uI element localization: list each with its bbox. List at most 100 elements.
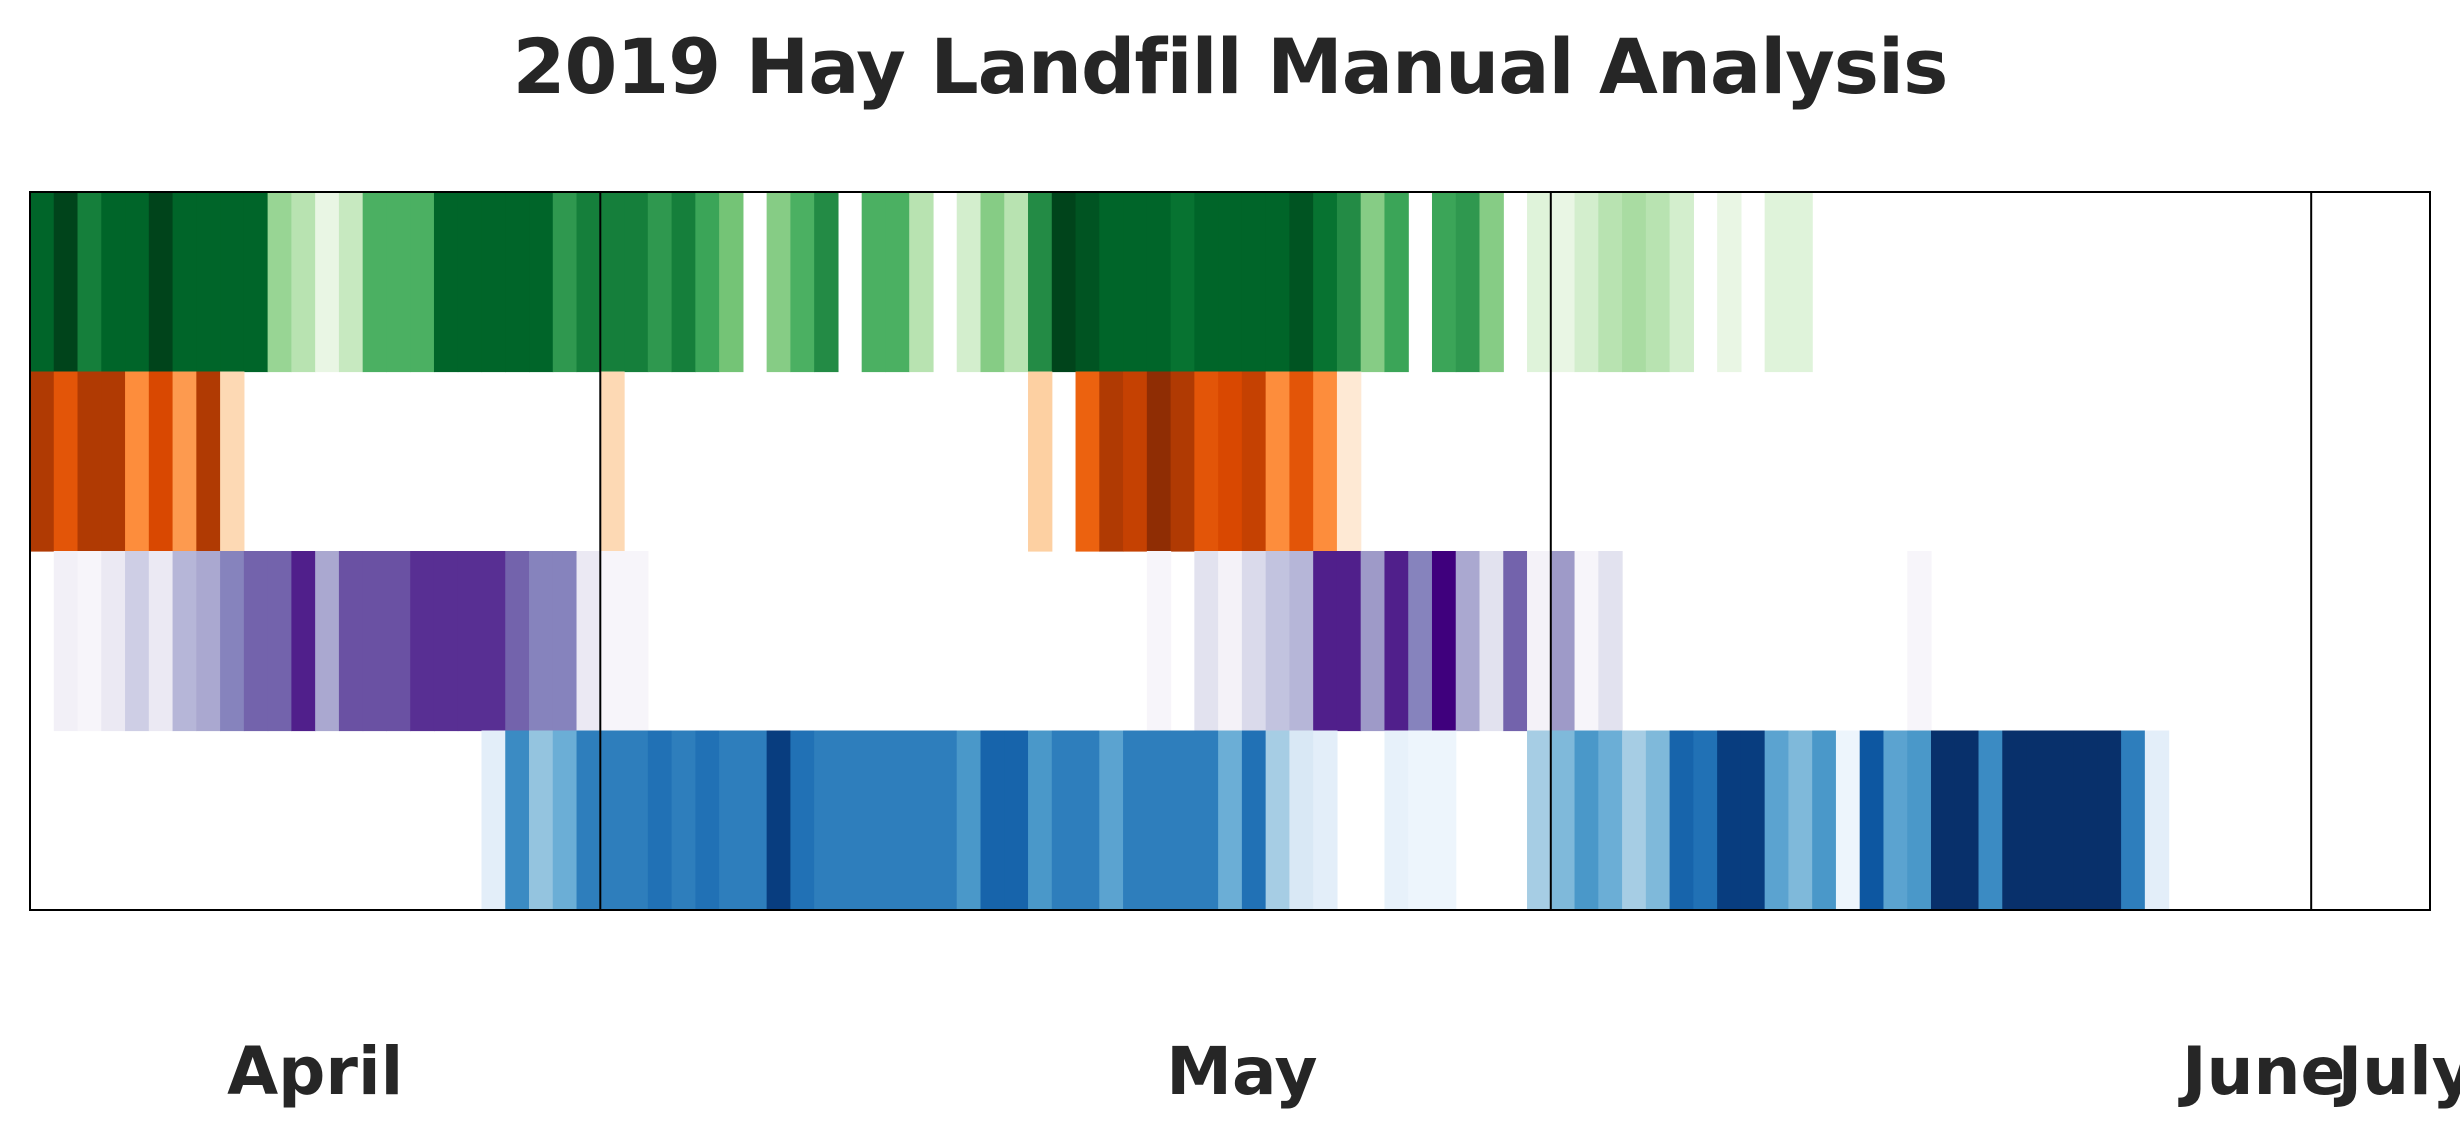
plot-frame bbox=[29, 191, 2431, 911]
month-boundaries bbox=[599, 192, 2313, 910]
heatmap-cell bbox=[53, 551, 79, 732]
heatmap-cell bbox=[2144, 730, 2170, 911]
heatmap-cell bbox=[1812, 730, 1837, 911]
heatmap-cell bbox=[338, 551, 364, 732]
heatmap-cell bbox=[101, 371, 126, 552]
month-label: June bbox=[2178, 1033, 2345, 1110]
heatmap-cell bbox=[1075, 730, 1100, 911]
heatmap-cell bbox=[77, 371, 102, 552]
heatmap-cell bbox=[1289, 551, 1314, 732]
heatmap-cell bbox=[53, 192, 79, 373]
heatmap-cell bbox=[529, 192, 554, 373]
heatmap-cell bbox=[101, 551, 126, 732]
heatmap-cell bbox=[362, 551, 388, 732]
heatmap-cell bbox=[196, 192, 221, 373]
heatmap-cell bbox=[1408, 730, 1433, 911]
month-label: May bbox=[1166, 1033, 1317, 1110]
heatmap-cell bbox=[885, 192, 910, 373]
heatmap-cell bbox=[956, 730, 982, 911]
heatmap-cell bbox=[576, 551, 601, 732]
heatmap-cell bbox=[1527, 192, 1552, 373]
heatmap-cell bbox=[2002, 730, 2027, 911]
heatmap-cell bbox=[1503, 551, 1528, 732]
heatmap-cell bbox=[1099, 371, 1124, 552]
heatmap-cell bbox=[77, 551, 102, 732]
heatmap-cell bbox=[909, 192, 934, 373]
heatmap-cell bbox=[1740, 730, 1766, 911]
heatmap-cell bbox=[1265, 192, 1290, 373]
heatmap-cell bbox=[172, 192, 197, 373]
heatmap-cell bbox=[1717, 730, 1742, 911]
heatmap-cell bbox=[30, 371, 55, 552]
heatmap-cell bbox=[1336, 551, 1362, 732]
heatmap-cell bbox=[1550, 551, 1576, 732]
heatmap-cell bbox=[457, 192, 483, 373]
heatmap-cell bbox=[315, 551, 340, 732]
heatmap-cell bbox=[1075, 192, 1100, 373]
heatmap-cell bbox=[291, 551, 316, 732]
heatmap-cell bbox=[624, 551, 649, 732]
heatmap-cell bbox=[1550, 730, 1576, 911]
heatmap-cell bbox=[647, 730, 673, 911]
heatmap-cell bbox=[338, 192, 364, 373]
heatmap-cell bbox=[1194, 551, 1219, 732]
heatmap-cell bbox=[1408, 551, 1433, 732]
heatmap-cell bbox=[125, 192, 150, 373]
heatmap-cell bbox=[1099, 192, 1124, 373]
month-label: April bbox=[227, 1033, 403, 1110]
heatmap-cell bbox=[695, 730, 720, 911]
heatmap-cell bbox=[529, 730, 554, 911]
heatmap-cell bbox=[600, 371, 625, 552]
heatmap-cell bbox=[1645, 192, 1671, 373]
heatmap-cell bbox=[243, 192, 269, 373]
heatmap-cell bbox=[362, 192, 388, 373]
heatmap-cell bbox=[1669, 730, 1694, 911]
heatmap-cell bbox=[671, 730, 696, 911]
heatmap-cell bbox=[148, 192, 174, 373]
heatmap-cell bbox=[1930, 730, 1956, 911]
heatmap-cell bbox=[1099, 730, 1124, 911]
heatmap-cell bbox=[196, 371, 221, 552]
heatmap-cell bbox=[1123, 371, 1148, 552]
heatmap-cell bbox=[481, 730, 506, 911]
heatmap-cell bbox=[2026, 730, 2051, 911]
heatmap-cell bbox=[505, 192, 530, 373]
heatmap-cell bbox=[1241, 192, 1267, 373]
heatmap-cell bbox=[433, 551, 459, 732]
heatmap-cell bbox=[600, 730, 625, 911]
heatmap-cell bbox=[1645, 730, 1671, 911]
heatmap-cell bbox=[1431, 551, 1457, 732]
heatmap-cell bbox=[1336, 371, 1362, 552]
heatmap-cell bbox=[1170, 192, 1195, 373]
heatmap-cell bbox=[624, 730, 649, 911]
heatmap-cell bbox=[790, 192, 815, 373]
heatmap-cell bbox=[552, 551, 578, 732]
heatmap-cell bbox=[2073, 730, 2098, 911]
heatmap-cell bbox=[1313, 730, 1338, 911]
heatmap-cell bbox=[719, 192, 744, 373]
heatmap-cell bbox=[1146, 730, 1172, 911]
heatmap-cell bbox=[196, 551, 221, 732]
heatmap-cell bbox=[2121, 730, 2146, 911]
heatmap-cell bbox=[220, 192, 245, 373]
heatmap-cell bbox=[909, 730, 934, 911]
heatmap-cell bbox=[1622, 192, 1647, 373]
heatmap-cell bbox=[552, 192, 578, 373]
heatmap-cells bbox=[30, 192, 2170, 911]
heatmap-cell bbox=[1883, 730, 1908, 911]
heatmap-cell bbox=[125, 551, 150, 732]
heatmap-cell bbox=[1241, 551, 1267, 732]
heatmap-cell bbox=[552, 730, 578, 911]
heatmap-cell bbox=[1004, 192, 1029, 373]
heatmap-cell bbox=[1028, 371, 1053, 552]
heatmap-cell bbox=[1313, 192, 1338, 373]
heatmap-cell bbox=[1693, 730, 1718, 911]
heatmap-cell bbox=[956, 192, 982, 373]
heatmap-cell bbox=[1954, 730, 1980, 911]
heatmap-cell bbox=[1123, 730, 1148, 911]
heatmap-cell bbox=[457, 551, 483, 732]
heatmap-cell bbox=[1384, 730, 1409, 911]
heatmap-cell bbox=[505, 551, 530, 732]
heatmap-cell bbox=[1574, 551, 1599, 732]
